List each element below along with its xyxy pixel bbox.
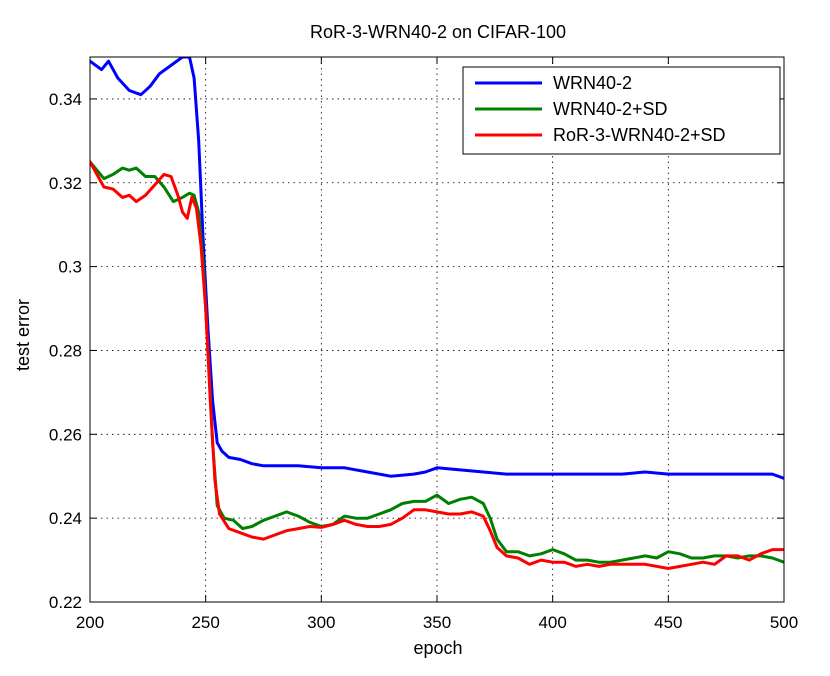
x-tick-label: 450 — [654, 613, 682, 632]
x-axis-label: epoch — [413, 638, 462, 658]
series-lines — [90, 57, 784, 570]
y-tick-label: 0.22 — [49, 593, 82, 612]
x-tick-label: 250 — [191, 613, 219, 632]
y-tick-label: 0.26 — [49, 425, 82, 444]
plot-area — [89, 56, 785, 603]
y-tick-labels: 0.22 0.24 0.26 0.28 0.3 0.32 0.34 — [49, 90, 82, 612]
legend-label: WRN40-2+SD — [553, 99, 668, 119]
y-tick-label: 0.34 — [49, 90, 82, 109]
y-tick-label: 0.24 — [49, 509, 82, 528]
legend-label: RoR-3-WRN40-2+SD — [553, 125, 726, 145]
y-tick-label: 0.28 — [49, 341, 82, 360]
x-tick-label: 350 — [423, 613, 451, 632]
legend: WRN40-2 WRN40-2+SD RoR-3-WRN40-2+SD — [462, 66, 781, 155]
x-tick-label: 300 — [307, 613, 335, 632]
x-tick-label: 200 — [76, 613, 104, 632]
x-tick-labels: 200 250 300 350 400 450 500 — [76, 613, 798, 632]
series-line-3 — [90, 160, 784, 570]
series-line-1 — [90, 57, 784, 480]
x-tick-label: 400 — [538, 613, 566, 632]
chart-title: RoR-3-WRN40-2 on CIFAR-100 — [310, 22, 566, 42]
series-line-2 — [90, 160, 784, 564]
y-axis-label: test error — [13, 299, 33, 371]
y-tick-label: 0.3 — [58, 258, 82, 277]
x-tick-label: 500 — [770, 613, 798, 632]
y-tick-label: 0.32 — [49, 174, 82, 193]
legend-label: WRN40-2 — [553, 73, 632, 93]
